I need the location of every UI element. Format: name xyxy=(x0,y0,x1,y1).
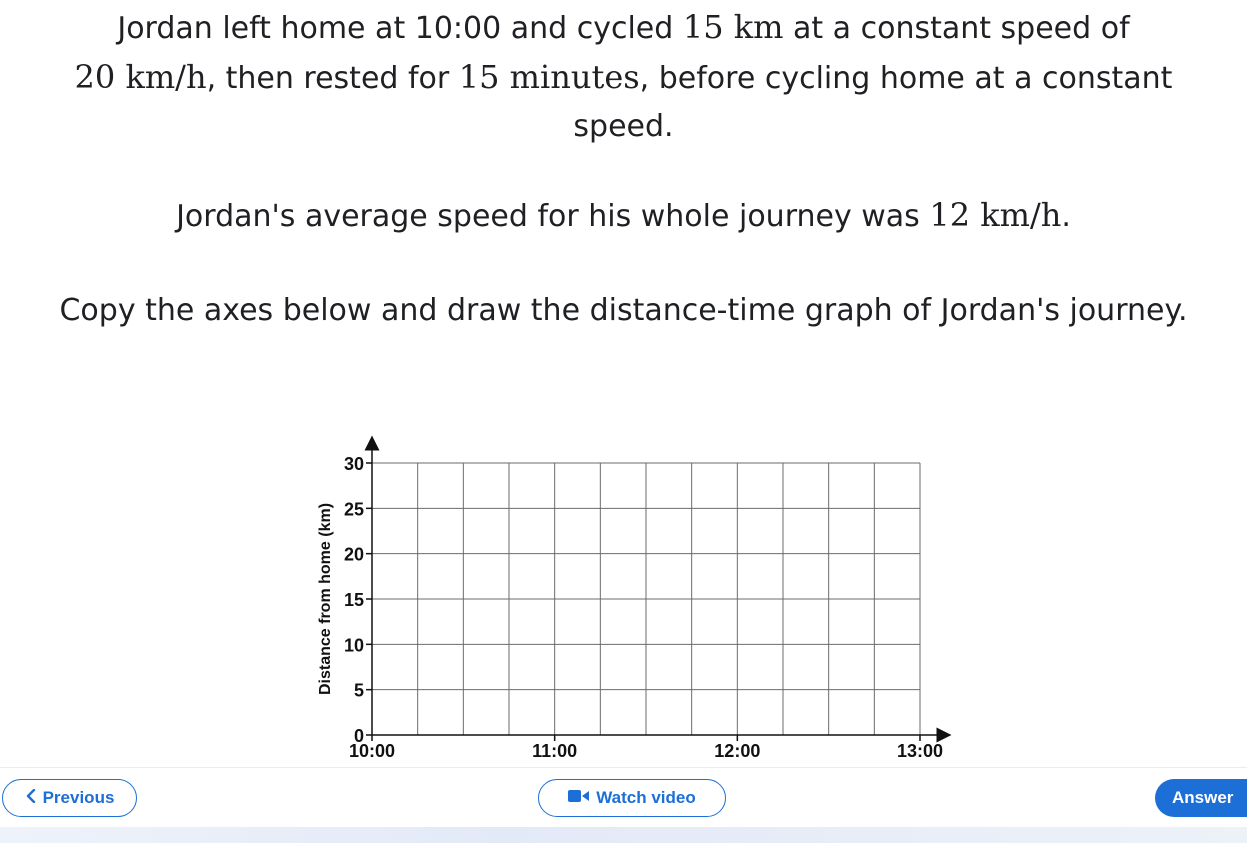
answer-button[interactable]: Answer xyxy=(1155,779,1247,817)
x-tick-label: 13:00 xyxy=(897,741,943,761)
distance-time-graph: 0 5 10 15 20 25 30 10:00 11:00 12:00 13:00 Distanc… xyxy=(317,435,952,761)
y-tick-label: 30 xyxy=(344,454,364,474)
math-distance: 15 km xyxy=(682,8,784,46)
x-tick-label: 12:00 xyxy=(714,741,760,761)
question-text: . xyxy=(1061,199,1071,234)
math-average-speed: 12 km/h xyxy=(929,196,1062,234)
question-text: Jordan's average speed for his whole jou… xyxy=(176,199,930,234)
question-instruction: Copy the axes below and draw the distanc… xyxy=(59,293,1188,328)
question-text: , before cycling home at a constant spee… xyxy=(573,61,1173,144)
previous-label: Previous xyxy=(42,788,115,807)
axis-ticks: 0 5 10 15 20 25 30 10:00 11:00 12:00 13:00 xyxy=(344,454,943,761)
video-camera-icon xyxy=(568,788,590,808)
y-tick-label: 10 xyxy=(344,635,364,655)
x-tick-label: 11:00 xyxy=(532,741,577,761)
math-speed: 20 km/h xyxy=(74,58,207,96)
question-text: , then rested for xyxy=(206,61,459,96)
question-text: Jordan left home at 10:00 and cycled xyxy=(117,11,683,46)
previous-button[interactable]: Previous xyxy=(2,779,137,817)
footer-bar: Previous Watch video Answer xyxy=(0,767,1247,828)
watch-video-button[interactable]: Watch video xyxy=(538,779,726,817)
answer-label: Answer xyxy=(1172,788,1234,807)
question-text: at a constant speed of xyxy=(783,11,1130,46)
chevron-left-icon xyxy=(25,788,37,808)
question-paragraph-1: Jordan left home at 10:00 and cycled 15 … xyxy=(40,3,1207,151)
watch-video-label: Watch video xyxy=(596,788,696,807)
y-tick-label: 25 xyxy=(344,499,364,519)
graph-grid xyxy=(371,462,921,736)
math-rest-time: 15 minutes xyxy=(458,58,640,96)
question-paragraph-3: Copy the axes below and draw the distanc… xyxy=(40,287,1207,335)
x-tick-label: 10:00 xyxy=(349,741,395,761)
y-tick-label: 15 xyxy=(344,590,364,610)
y-tick-label: 5 xyxy=(354,681,364,701)
y-tick-label: 0 xyxy=(354,726,364,746)
question-paragraph-2: Jordan's average speed for his whole jou… xyxy=(40,191,1207,241)
y-axis-label: Distance from home (km) xyxy=(317,503,334,695)
bottom-band xyxy=(0,827,1247,843)
y-tick-label: 20 xyxy=(344,545,364,565)
